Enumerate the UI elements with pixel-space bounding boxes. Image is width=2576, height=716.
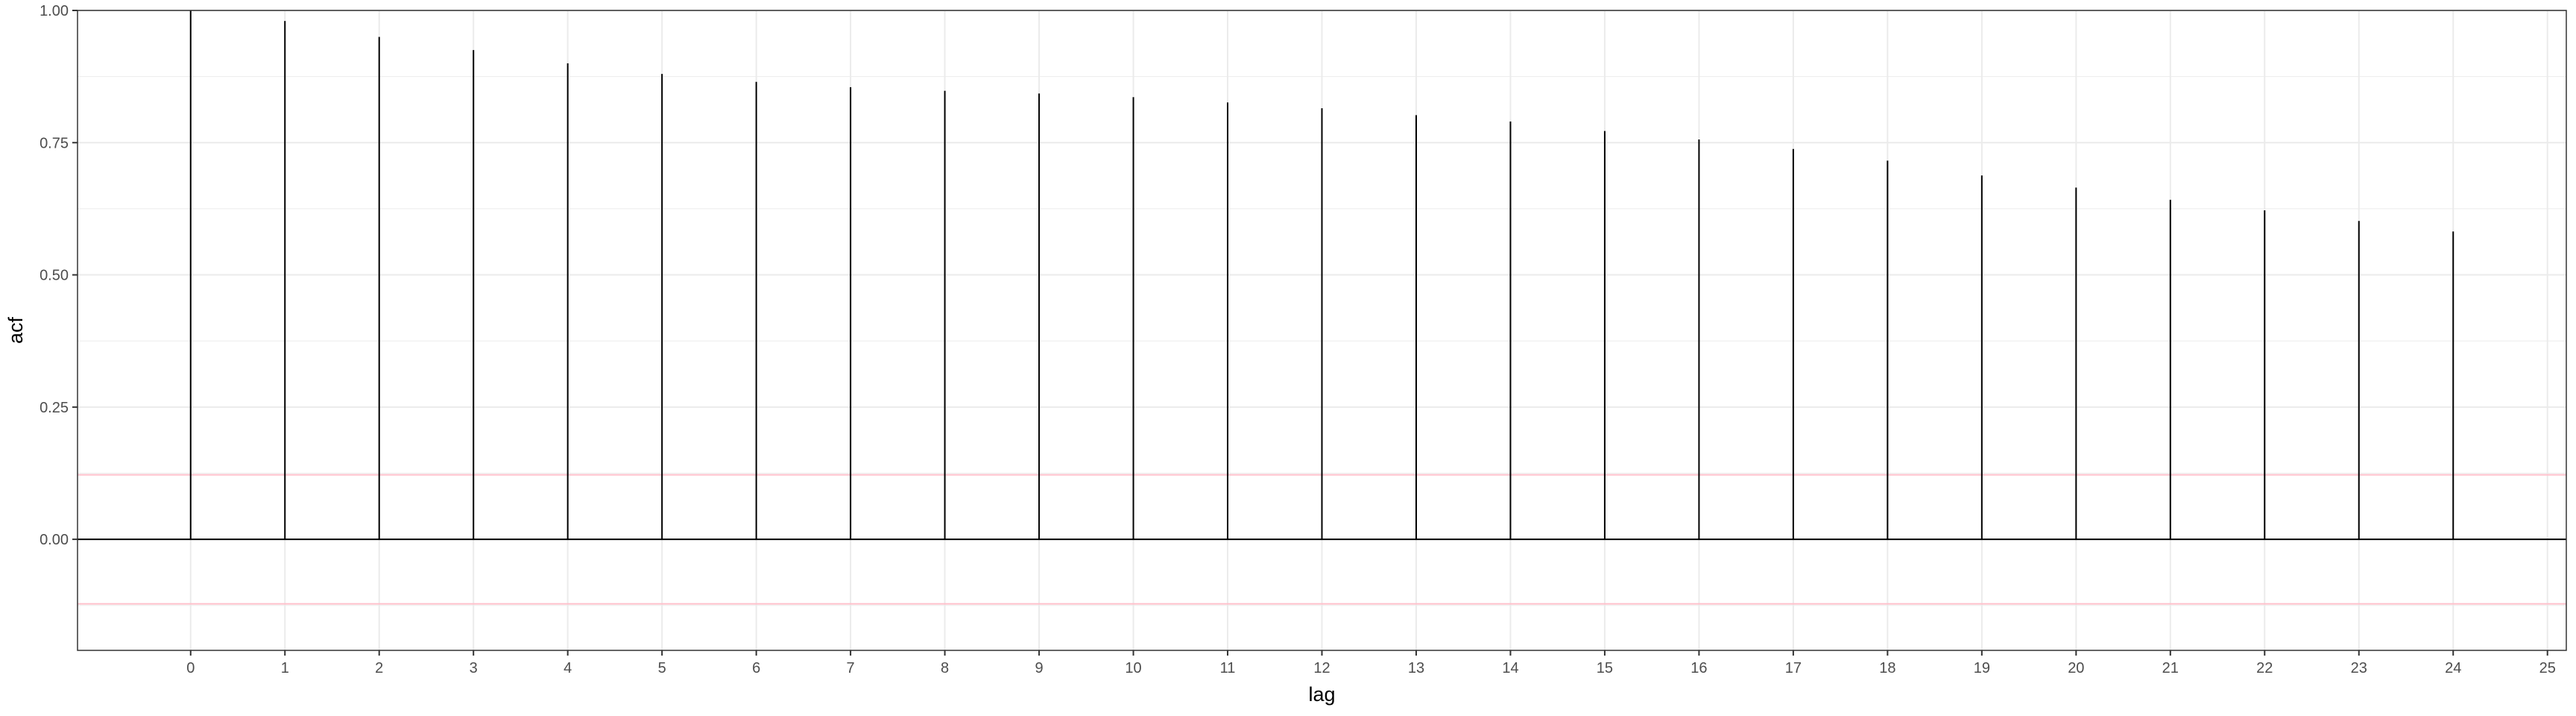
x-tick-label: 23 <box>2351 660 2367 676</box>
x-tick-label: 17 <box>1785 660 1802 676</box>
x-tick-label: 10 <box>1125 660 1141 676</box>
x-tick-label: 1 <box>281 660 289 676</box>
x-tick-label: 18 <box>1879 660 1895 676</box>
axes: 0.000.250.500.751.000 1 2 3 4 5 6 7 8 9 10 11 12 13 14… <box>40 3 2556 676</box>
x-tick-label: 15 <box>1597 660 1613 676</box>
x-tick-label: 24 <box>2445 660 2461 676</box>
x-tick-label: 20 <box>2068 660 2084 676</box>
x-tick-label: 8 <box>941 660 949 676</box>
x-tick-label: 12 <box>1313 660 1330 676</box>
x-tick-label: 9 <box>1035 660 1044 676</box>
y-tick-label: 1.00 <box>40 3 69 19</box>
y-tick-label: 0.75 <box>40 135 69 151</box>
x-tick-label: 6 <box>752 660 760 676</box>
x-tick-label: 16 <box>1690 660 1707 676</box>
x-tick-label: 13 <box>1408 660 1424 676</box>
y-tick-label: 0.00 <box>40 532 69 548</box>
x-axis-title: lag <box>1308 683 1335 706</box>
x-tick-label: 2 <box>375 660 383 676</box>
y-axis-title: acf <box>4 316 27 344</box>
y-tick-label: 0.50 <box>40 268 69 284</box>
x-tick-label: 7 <box>847 660 855 676</box>
x-tick-label: 14 <box>1502 660 1518 676</box>
x-tick-label: 21 <box>2162 660 2179 676</box>
x-tick-label: 19 <box>1974 660 1990 676</box>
x-tick-label: 3 <box>470 660 478 676</box>
x-tick-label: 11 <box>1220 660 1236 676</box>
y-tick-label: 0.25 <box>40 400 69 416</box>
x-tick-label: 5 <box>658 660 666 676</box>
x-tick-label: 4 <box>564 660 572 676</box>
x-tick-label: 22 <box>2256 660 2273 676</box>
acf-stems <box>189 10 2455 540</box>
x-tick-label: 0 <box>186 660 195 676</box>
x-tick-label: 25 <box>2539 660 2556 676</box>
